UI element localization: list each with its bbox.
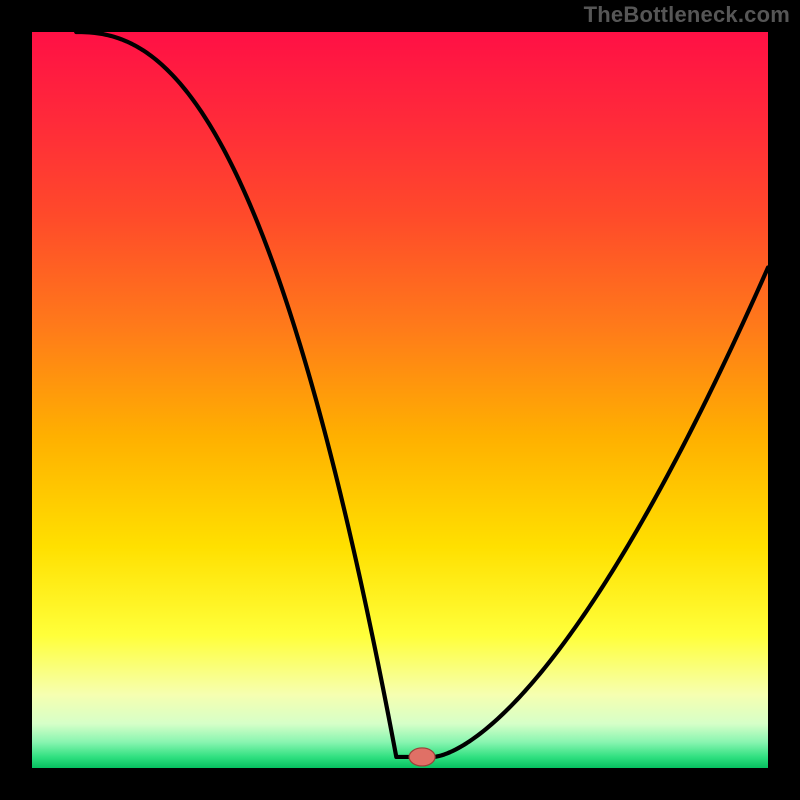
- bottleneck-chart: [0, 0, 800, 800]
- gradient-background: [32, 32, 768, 768]
- chart-stage: TheBottleneck.com: [0, 0, 800, 800]
- watermark-text: TheBottleneck.com: [584, 2, 790, 28]
- bottleneck-marker: [409, 748, 435, 766]
